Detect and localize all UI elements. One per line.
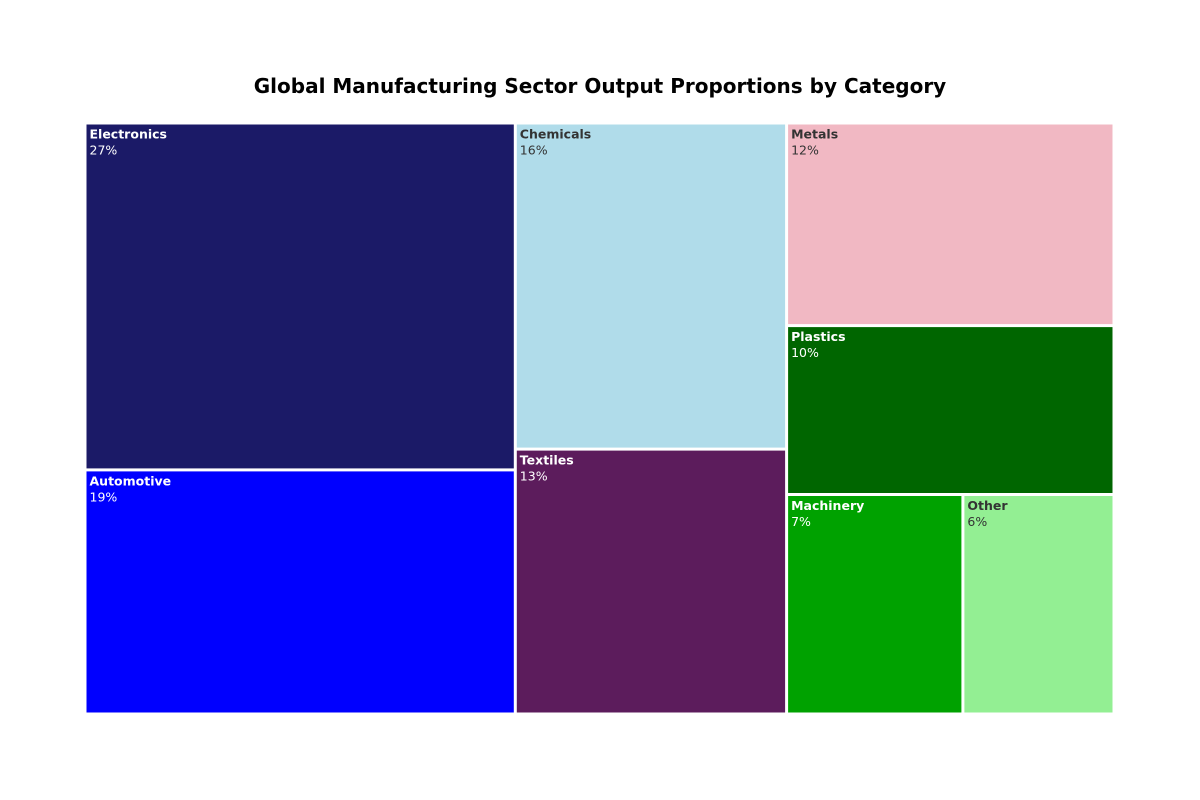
tile-value-textiles: 13% bbox=[520, 469, 548, 484]
tile-label-automotive: Automotive bbox=[90, 473, 172, 488]
tile-value-chemicals: 16% bbox=[520, 143, 548, 158]
tile-value-automotive: 19% bbox=[90, 489, 118, 504]
tile-label-machinery: Machinery bbox=[791, 498, 864, 513]
tile-rect-chemicals bbox=[516, 124, 786, 448]
tile-rect-metals bbox=[788, 124, 1113, 325]
tile-rect-other bbox=[964, 496, 1113, 713]
tile-value-electronics: 27% bbox=[90, 143, 118, 158]
tile-rect-plastics bbox=[788, 327, 1113, 493]
tile-label-other: Other bbox=[967, 498, 1008, 513]
tile-rect-machinery bbox=[788, 496, 962, 713]
tile-label-electronics: Electronics bbox=[90, 127, 167, 142]
tile-rect-automotive bbox=[86, 471, 514, 713]
tile-value-other: 6% bbox=[967, 514, 987, 529]
tile-rect-electronics bbox=[86, 124, 514, 469]
tile-label-chemicals: Chemicals bbox=[520, 127, 591, 142]
tile-value-metals: 12% bbox=[791, 143, 819, 158]
tile-value-plastics: 10% bbox=[791, 345, 819, 360]
tile-value-machinery: 7% bbox=[791, 514, 811, 529]
chart-title: Global Manufacturing Sector Output Propo… bbox=[253, 74, 947, 98]
tile-label-metals: Metals bbox=[791, 127, 838, 142]
tile-rect-textiles bbox=[516, 450, 786, 713]
tile-label-plastics: Plastics bbox=[791, 329, 845, 344]
tile-label-textiles: Textiles bbox=[520, 453, 574, 468]
